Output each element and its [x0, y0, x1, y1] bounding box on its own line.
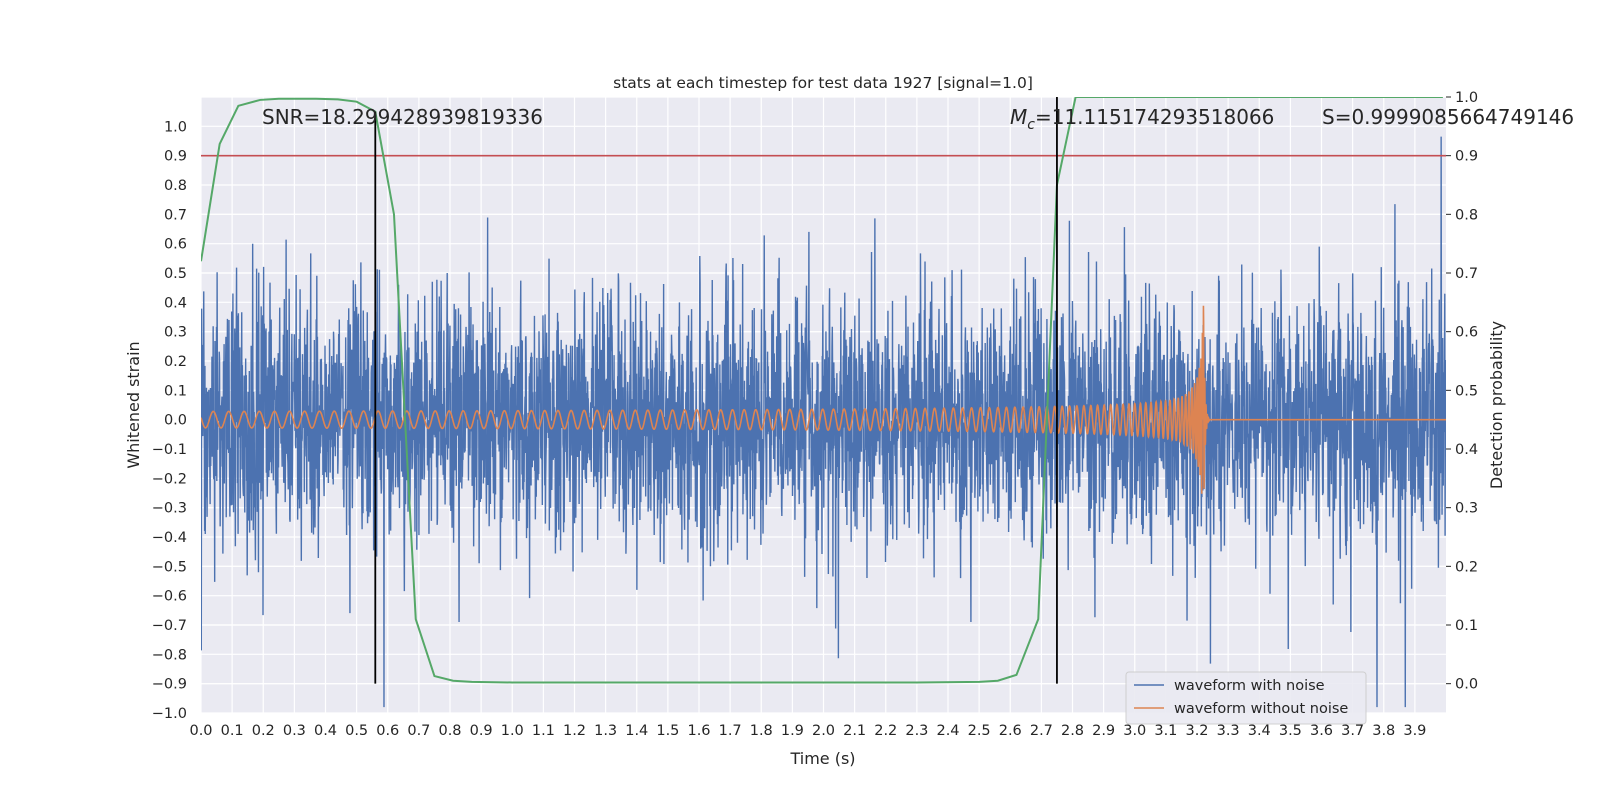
y-right-tick-labels: 0.0 0.1 0.2 0.3 0.4 0.5 0.6 0.7 0.8 0.9 1.0 — [1446, 90, 1478, 693]
y-tick-label: −0.6 — [152, 589, 187, 605]
y-tick-label: 0.3 — [164, 325, 187, 341]
x-tick-label: 1.4 — [625, 723, 648, 739]
chart-title: stats at each timestep for test data 192… — [613, 74, 1033, 92]
x-tick-label: 1.6 — [687, 723, 710, 739]
x-tick-label: 0.3 — [283, 723, 306, 739]
x-tick-label: 1.2 — [563, 723, 586, 739]
y-tick-label: 0.4 — [164, 295, 187, 311]
x-tick-label: 3.1 — [1154, 723, 1177, 739]
series-detection-probability — [201, 97, 1443, 684]
y-tick-label: 0.6 — [164, 237, 187, 253]
y-right-axis-title: Detection probability — [1487, 321, 1506, 489]
x-tick-label: 0.4 — [314, 723, 337, 739]
x-tick-label: 0.0 — [189, 723, 212, 739]
x-tick-label: 3.9 — [1403, 723, 1426, 739]
x-tick-labels: 0.0 0.1 0.2 0.3 0.4 0.5 0.6 0.7 0.8 0.9 1.0 1.1 1.2 1… — [189, 723, 1426, 739]
x-tick-label: 1.7 — [719, 723, 742, 739]
chirp-mass-subscript: c — [1027, 117, 1035, 133]
chirp-mass-annotation: Mc=11.115174293518066 — [1010, 105, 1274, 133]
score-annotation: S=0.9999085664749146 — [1322, 105, 1574, 129]
x-tick-label: 3.7 — [1341, 723, 1364, 739]
series-layer — [201, 97, 1446, 708]
y-tick-label: −0.8 — [152, 647, 187, 663]
y-right-tick-label: 0.1 — [1455, 618, 1478, 634]
legend-box — [1125, 671, 1367, 725]
y-tick-label: −0.7 — [152, 618, 187, 634]
y-tick-label: −0.1 — [152, 442, 187, 458]
x-tick-label: 1.8 — [750, 723, 773, 739]
x-tick-label: 0.9 — [470, 723, 493, 739]
y-tick-label: 0.2 — [164, 354, 187, 370]
snr-annotation: SNR=18.299428939819336 — [262, 105, 543, 129]
y-tick-label: 0.8 — [164, 178, 187, 194]
x-tick-label: 2.0 — [812, 723, 835, 739]
x-tick-label: 2.3 — [905, 723, 928, 739]
legend-label-clean: waveform without noise — [1174, 701, 1348, 717]
legend-label-noisy: waveform with noise — [1174, 678, 1325, 694]
y-tick-label: 0.0 — [164, 413, 187, 429]
y-right-tick-label: 0.9 — [1455, 149, 1478, 165]
x-tick-label: 3.3 — [1217, 723, 1240, 739]
x-tick-label: 1.0 — [501, 723, 524, 739]
x-tick-label: 2.4 — [936, 723, 959, 739]
x-tick-label: 0.2 — [252, 723, 275, 739]
series-waveform-with-noise — [201, 136, 1446, 708]
y-tick-label: −1.0 — [152, 706, 187, 722]
x-tick-label: 0.6 — [376, 723, 399, 739]
y-right-tick-label: 0.7 — [1455, 266, 1478, 282]
y-right-tick-label: 0.8 — [1455, 207, 1478, 223]
y-tick-label: −0.2 — [152, 471, 187, 487]
x-tick-label: 1.1 — [532, 723, 555, 739]
x-tick-label: 0.8 — [438, 723, 461, 739]
y-right-tick-label: 0.4 — [1455, 442, 1478, 458]
y-right-tick-label: 0.0 — [1455, 677, 1478, 693]
x-tick-label: 2.1 — [843, 723, 866, 739]
series-waveform-without-noise — [201, 305, 1446, 494]
y-right-tick-label: 0.5 — [1455, 383, 1478, 399]
x-tick-label: 3.2 — [1185, 723, 1208, 739]
x-tick-label: 2.6 — [999, 723, 1022, 739]
legend: waveform with noise waveform without noi… — [1125, 671, 1367, 725]
y-tick-label: 0.7 — [164, 207, 187, 223]
x-tick-label: 3.0 — [1123, 723, 1146, 739]
y-right-tick-label: 0.3 — [1455, 501, 1478, 517]
x-tick-label: 0.5 — [345, 723, 368, 739]
y-tick-label: 0.9 — [164, 149, 187, 165]
x-tick-label: 0.7 — [407, 723, 430, 739]
y-tick-label: −0.3 — [152, 501, 187, 517]
x-tick-label: 2.7 — [1030, 723, 1053, 739]
x-tick-label: 3.5 — [1279, 723, 1302, 739]
y-tick-label: 1.0 — [164, 119, 187, 135]
y-tick-label: 0.5 — [164, 266, 187, 282]
x-tick-label: 3.4 — [1248, 723, 1271, 739]
y-right-tick-label: 0.6 — [1455, 325, 1478, 341]
x-tick-label: 1.3 — [594, 723, 617, 739]
x-tick-label: 1.9 — [781, 723, 804, 739]
x-tick-label: 3.6 — [1310, 723, 1333, 739]
y-tick-label: −0.5 — [152, 559, 187, 575]
x-tick-label: 1.5 — [656, 723, 679, 739]
y-right-tick-label: 0.2 — [1455, 559, 1478, 575]
y-tick-label: 0.1 — [164, 383, 187, 399]
y-axis-title: Whitened strain — [124, 341, 143, 468]
y-right-tick-label: 1.0 — [1455, 90, 1478, 106]
x-tick-label: 2.2 — [874, 723, 897, 739]
x-tick-label: 2.8 — [1061, 723, 1084, 739]
x-tick-label: 2.9 — [1092, 723, 1115, 739]
chirp-mass-symbol: M — [1010, 105, 1027, 129]
y-tick-label: −0.9 — [152, 677, 187, 693]
x-tick-label: 2.5 — [968, 723, 991, 739]
x-axis-title: Time (s) — [789, 749, 855, 768]
chirp-mass-value: =11.115174293518066 — [1035, 105, 1274, 129]
y-tick-label: −0.4 — [152, 530, 187, 546]
x-tick-label: 3.8 — [1372, 723, 1395, 739]
y-tick-labels: −1.0 −0.9 −0.8 −0.7 −0.6 −0.5 −0.4 −0.3 −0.2 −0.1… — [152, 119, 187, 722]
x-tick-label: 0.1 — [221, 723, 244, 739]
